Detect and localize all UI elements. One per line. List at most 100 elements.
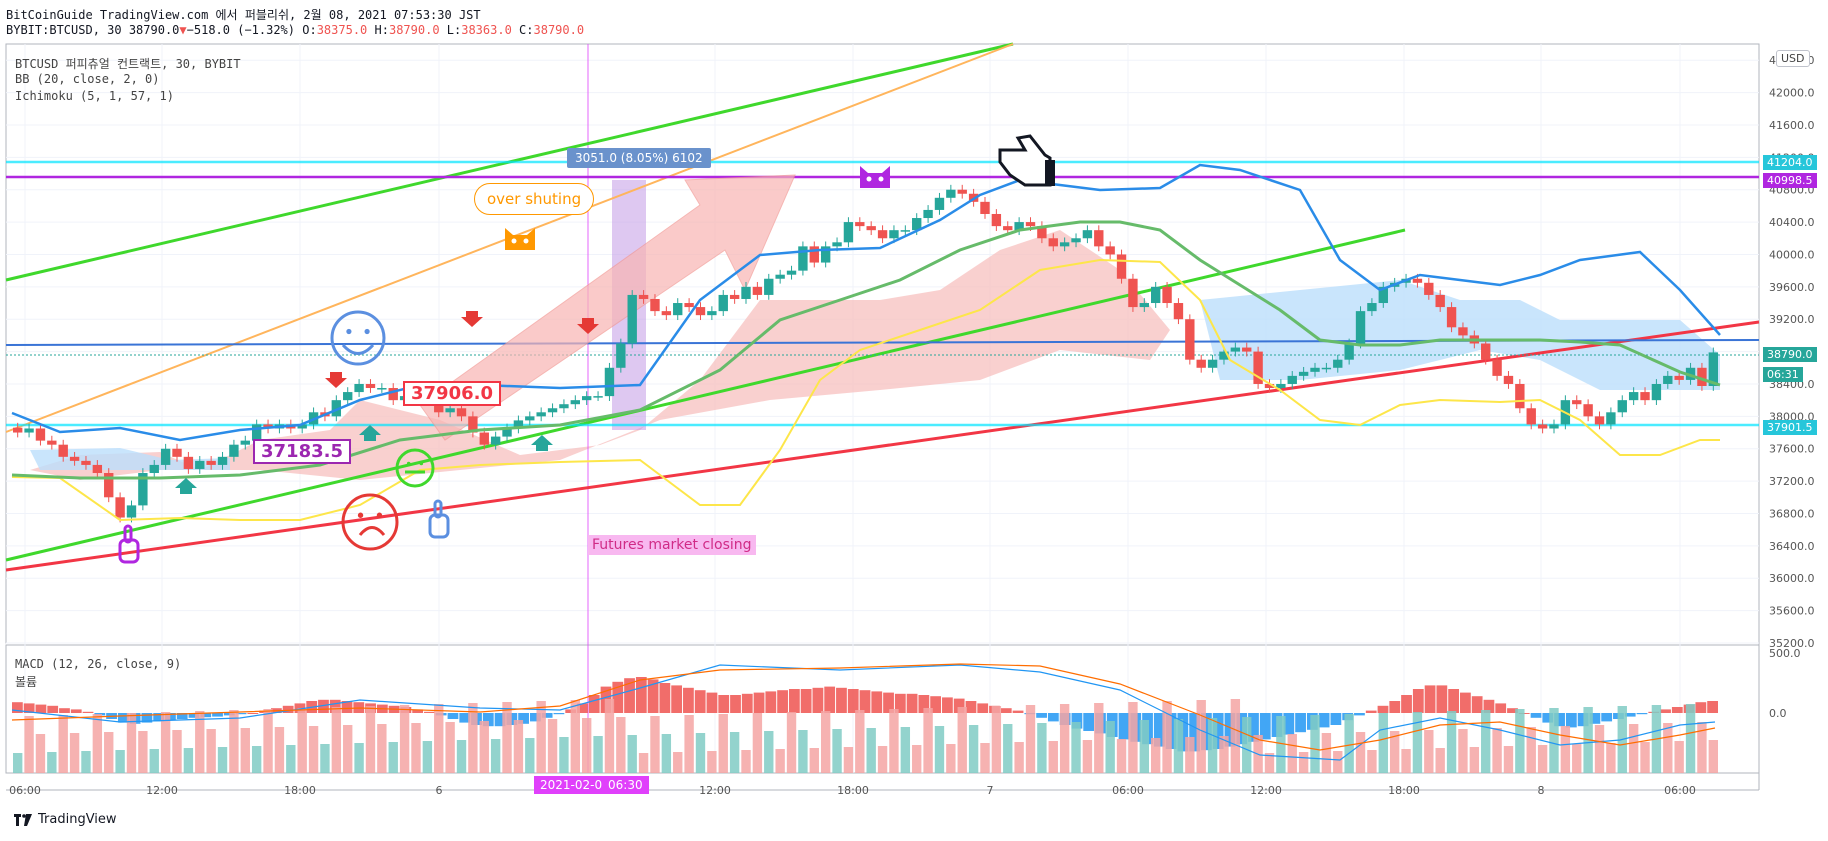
volume-bar <box>24 716 34 773</box>
volume-bar <box>1333 751 1343 773</box>
macd-histogram-bar <box>812 687 824 713</box>
volume-bar <box>1003 724 1013 773</box>
macd-histogram-bar <box>836 687 847 713</box>
candle-body <box>1173 303 1184 320</box>
volume-bar <box>13 753 23 773</box>
volume-bar <box>388 742 398 773</box>
candle-body <box>251 424 262 441</box>
macd-histogram-bar <box>1036 713 1047 718</box>
candle-body <box>434 400 444 413</box>
volume-bar <box>195 711 205 773</box>
macd-histogram-bar <box>1248 713 1259 742</box>
macd-histogram-bar <box>47 705 59 713</box>
macd-histogram-bar <box>1589 713 1601 724</box>
macd-histogram-bar <box>894 693 906 713</box>
volume-bar <box>1173 719 1184 773</box>
macd-histogram-bar <box>1224 713 1236 747</box>
legend-macd[interactable]: MACD (12, 26, close, 9) <box>15 657 182 671</box>
volume-bar <box>968 725 979 773</box>
hand-finger <box>433 499 443 519</box>
candle-body <box>661 311 672 316</box>
futures-closing-label[interactable]: Futures market closing <box>588 535 756 555</box>
volume-bar <box>912 745 922 773</box>
candle-body <box>1048 238 1058 247</box>
price-box-37906[interactable]: 37906.0 <box>403 381 501 406</box>
macd-histogram-bar <box>1000 708 1012 713</box>
volume-bar <box>1185 737 1195 773</box>
legend-ichimoku[interactable]: Ichimoku (5, 1, 57, 1) <box>15 89 174 103</box>
volume-bar <box>855 710 865 773</box>
candle-body <box>354 383 364 393</box>
legend-volume[interactable]: 볼륨 <box>15 675 38 689</box>
candle-body <box>627 294 637 344</box>
candle-body <box>1310 367 1320 372</box>
x-tick-label: 8 <box>1538 784 1545 797</box>
y-tick-label: 35600.0 <box>1769 605 1815 618</box>
volume-bar <box>1139 720 1149 773</box>
macd-histogram-bar <box>12 702 23 713</box>
x-tick-label: 6 <box>436 784 443 797</box>
macd-histogram-bar <box>906 693 918 713</box>
macd-histogram-bar <box>647 679 659 713</box>
macd-histogram-bar <box>247 713 259 714</box>
y-tick-label: 42000.0 <box>1769 87 1815 100</box>
macd-histogram-bar <box>1660 709 1671 713</box>
macd-histogram-bar <box>800 689 812 713</box>
volume-bar <box>889 709 899 773</box>
candle-body <box>1264 383 1275 389</box>
volume-bar <box>1594 725 1605 773</box>
candle-body <box>388 388 398 401</box>
currency-button[interactable]: USD <box>1776 50 1810 67</box>
macd-histogram-bar <box>859 690 871 713</box>
over-shooting-callout[interactable]: over shuting <box>474 183 595 215</box>
macd-histogram-bar <box>847 689 859 713</box>
volume-bar <box>1128 702 1138 773</box>
cat-purple-icon <box>860 166 890 188</box>
volume-bar <box>1196 700 1206 773</box>
candle-body <box>877 230 888 239</box>
macd-histogram-bar <box>1377 705 1389 713</box>
y-tick-label: 41600.0 <box>1769 119 1815 132</box>
time-badge: 06:30 <box>602 776 649 794</box>
ichimoku-cloud-blue-left <box>30 448 230 470</box>
price-label-41204: 41204.0 <box>1763 155 1817 170</box>
face-outline <box>341 493 399 551</box>
countdown-label: 06:31 <box>1763 367 1803 382</box>
cat-eye <box>523 238 529 244</box>
candle-body <box>479 432 489 445</box>
candle-body <box>934 197 945 210</box>
x-tick-label: 18:00 <box>1388 784 1420 797</box>
x-tick-label: 12:00 <box>699 784 731 797</box>
macd-histogram-bar <box>1201 713 1212 751</box>
candle-body <box>1321 367 1332 370</box>
price-label-last: 38790.0 <box>1763 347 1817 362</box>
volume-bar <box>1094 703 1104 773</box>
footer-brand[interactable]: TradingView <box>14 812 117 827</box>
price-box-37183[interactable]: 37183.5 <box>253 439 351 464</box>
candle-body <box>1537 424 1548 429</box>
volume-bar <box>1059 704 1070 773</box>
macd-histogram-bar <box>35 704 47 713</box>
candle-body <box>832 242 842 247</box>
volume-bar <box>1560 726 1571 773</box>
candle-body <box>900 230 911 232</box>
cat-orange-icon <box>505 228 535 250</box>
volume-bar <box>1435 748 1445 773</box>
macd-histogram-bar <box>1542 713 1554 723</box>
y-tick-label: 36400.0 <box>1769 540 1815 553</box>
volume-bar <box>673 752 683 773</box>
volume-bar <box>422 741 433 773</box>
legend-symbol[interactable]: BTCUSD 퍼피츄얼 컨트랙트, 30, BYBIT <box>15 57 241 71</box>
volume-bar <box>570 700 580 773</box>
candle-body <box>1367 303 1377 312</box>
volume-bar <box>1025 705 1036 773</box>
volume-bar <box>559 737 569 773</box>
volume-bar <box>741 750 751 773</box>
candle-body <box>1207 359 1218 368</box>
macd-histogram-bar <box>883 692 894 713</box>
candle-body <box>1697 367 1707 386</box>
legend-bb[interactable]: BB (20, close, 2, 0) <box>15 72 160 86</box>
macd-tick-label: 500.0 <box>1769 647 1801 660</box>
candle-body <box>957 189 967 194</box>
